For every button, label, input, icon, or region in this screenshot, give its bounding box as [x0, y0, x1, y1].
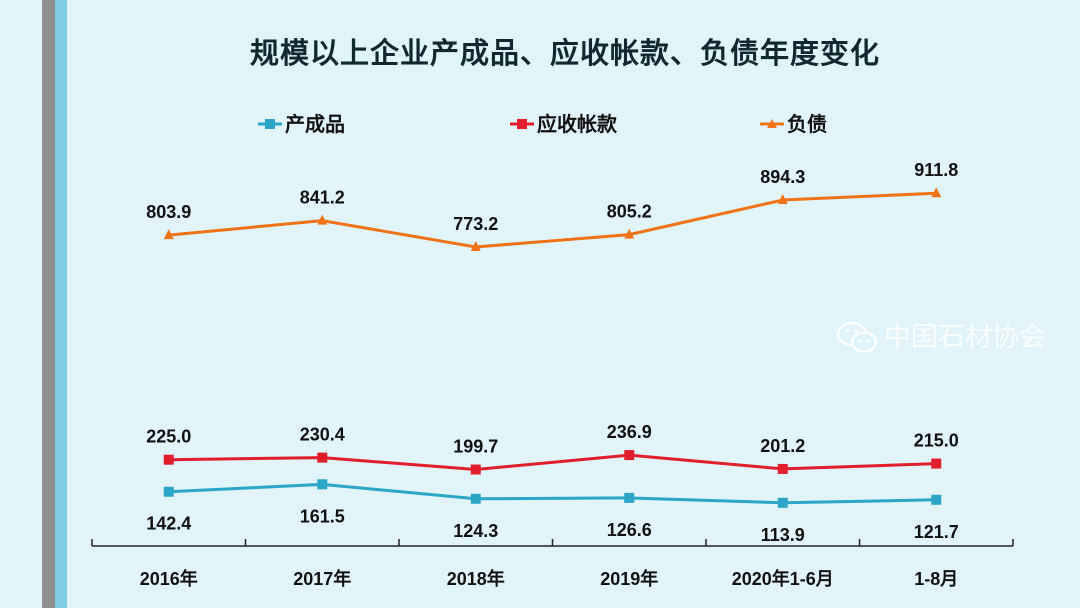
data-point-square: [163, 486, 174, 497]
data-point-square: [624, 492, 635, 503]
data-point-square: [624, 450, 635, 461]
legend-label: 负债: [787, 112, 827, 136]
data-point-square: [317, 452, 328, 463]
x-tick-label: 2017年: [293, 568, 351, 589]
chart-title: 规模以上企业产成品、应收帐款、负债年度变化: [249, 36, 880, 70]
wechat-icon: [836, 321, 878, 353]
data-point-triangle: [317, 214, 328, 225]
x-tick-label: 2016年: [140, 568, 198, 589]
data-point-square: [777, 463, 788, 474]
data-label: 215.0: [914, 431, 959, 451]
data-point-triangle: [931, 187, 942, 198]
x-tick-label: 1-8月: [914, 569, 958, 589]
data-point-square: [163, 454, 174, 465]
data-label: 236.9: [607, 422, 652, 442]
data-point-triangle: [163, 229, 174, 240]
data-point-square: [931, 458, 942, 469]
data-label: 113.9: [761, 525, 805, 545]
legend-marker-square: [517, 119, 527, 129]
series-line: [168, 453, 937, 472]
legend-marker-triangle: [767, 119, 777, 128]
data-point-square: [931, 494, 942, 505]
data-label: 161.5: [300, 506, 345, 526]
data-label: 894.3: [760, 167, 805, 187]
data-label: 121.7: [914, 522, 959, 542]
data-label: 911.8: [914, 160, 958, 180]
data-point-triangle: [470, 240, 481, 251]
data-point-triangle: [624, 228, 635, 239]
series-line: [168, 191, 937, 249]
series-line: [168, 482, 937, 505]
x-tick-label: 2020年1-6月: [732, 568, 834, 589]
data-label: 841.2: [300, 188, 345, 208]
data-label: 124.3: [453, 521, 498, 541]
data-point-square: [777, 497, 788, 508]
left-decor-bar-gray: [42, 0, 55, 608]
data-label: 201.2: [760, 436, 805, 456]
left-decor-bar-blue: [55, 0, 67, 608]
x-tick-label: 2018年: [447, 568, 505, 589]
data-label: 230.4: [300, 425, 345, 445]
data-label: 142.4: [146, 514, 191, 534]
data-label: 803.9: [146, 202, 191, 222]
data-point-square: [470, 493, 481, 504]
data-label: 805.2: [607, 202, 652, 222]
data-label: 225.0: [146, 427, 191, 447]
data-label: 199.7: [453, 437, 498, 457]
watermark: 中国石材协会: [836, 320, 1046, 356]
legend-label: 产成品: [285, 112, 345, 136]
legend-marker-square: [265, 119, 275, 129]
data-label: 126.6: [607, 520, 652, 540]
data-label: 773.2: [453, 214, 498, 234]
watermark-text: 中国石材协会: [884, 322, 1046, 353]
data-point-square: [470, 464, 481, 475]
data-point-square: [317, 479, 328, 490]
data-point-triangle: [777, 194, 788, 205]
x-tick-label: 2019年: [600, 568, 658, 589]
legend-label: 应收帐款: [537, 112, 618, 136]
